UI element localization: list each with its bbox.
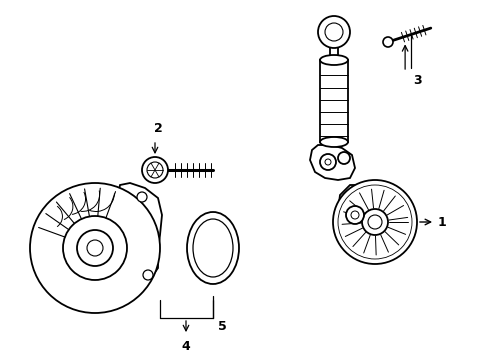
- Polygon shape: [309, 145, 354, 180]
- Polygon shape: [337, 185, 391, 260]
- Circle shape: [350, 211, 358, 219]
- Circle shape: [332, 180, 416, 264]
- Circle shape: [325, 23, 342, 41]
- Circle shape: [30, 183, 160, 313]
- Circle shape: [382, 37, 392, 47]
- Circle shape: [137, 192, 147, 202]
- Circle shape: [346, 206, 363, 224]
- Text: 5: 5: [218, 320, 226, 333]
- Text: 3: 3: [412, 73, 421, 86]
- Ellipse shape: [186, 212, 239, 284]
- Circle shape: [142, 270, 153, 280]
- Circle shape: [317, 16, 349, 48]
- Circle shape: [147, 162, 163, 178]
- Circle shape: [325, 159, 330, 165]
- Circle shape: [142, 157, 168, 183]
- Circle shape: [367, 215, 381, 229]
- Circle shape: [87, 240, 103, 256]
- Circle shape: [319, 154, 335, 170]
- Circle shape: [361, 209, 387, 235]
- Ellipse shape: [319, 55, 347, 65]
- Circle shape: [63, 216, 127, 280]
- Circle shape: [77, 230, 113, 266]
- Text: 2: 2: [153, 122, 162, 135]
- Text: 4: 4: [181, 340, 190, 353]
- Ellipse shape: [193, 219, 232, 277]
- Circle shape: [337, 152, 349, 164]
- Circle shape: [337, 185, 411, 259]
- Polygon shape: [118, 183, 162, 292]
- Ellipse shape: [319, 137, 347, 147]
- Text: 1: 1: [437, 216, 446, 229]
- Polygon shape: [319, 60, 347, 142]
